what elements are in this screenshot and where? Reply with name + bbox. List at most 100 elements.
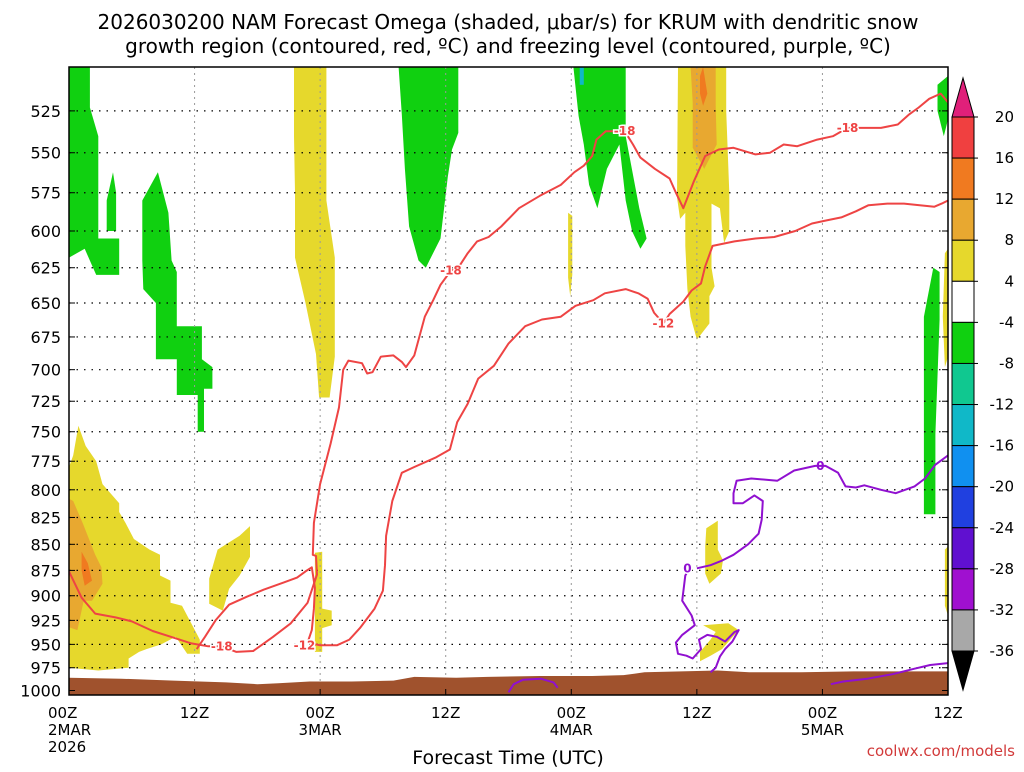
colorbar-tick-label-20: 20 xyxy=(995,108,1014,126)
colorbar-tick-label-8: 8 xyxy=(1004,231,1014,249)
omega-region-32 xyxy=(944,546,948,616)
omega-region-27 xyxy=(568,212,573,297)
y-tick-label-650: 650 xyxy=(30,294,61,313)
freezing-contour-1 xyxy=(696,454,948,570)
omega-region-29 xyxy=(705,520,723,584)
chart-title-line-1: 2026030200 NAM Forecast Omega (shaded, μ… xyxy=(98,10,919,34)
x-tick-label-0-0: 00Z xyxy=(48,704,77,722)
colorbar-tick-label-12: 12 xyxy=(995,190,1014,208)
y-tick-label-550: 550 xyxy=(30,144,61,163)
colorbar-bottom-triangle xyxy=(951,650,975,692)
colorbar-bin--4-to-4 xyxy=(951,280,975,323)
colorbar-tick-label--32: -32 xyxy=(990,601,1015,619)
colorbar-tick-label--20: -20 xyxy=(990,478,1015,496)
omega-region-2 xyxy=(142,172,213,432)
colorbar-tick-label--4: -4 xyxy=(999,313,1014,331)
dendritic-label-1-1: -12 xyxy=(653,317,675,331)
colorbar-bin--20-to--16 xyxy=(951,445,975,488)
colorbar: 20 16 12 8 4 -4 -8 -12 -16 -20 -24 -28 -32 -36 xyxy=(951,76,1015,692)
y-tick-label-850: 850 xyxy=(30,535,61,554)
y-tick-label-725: 725 xyxy=(30,392,61,411)
x-tick-label-0-2: 2026 xyxy=(48,738,86,756)
colorbar-bin-16-to-20 xyxy=(951,116,975,159)
colorbar-bin-12-to-16 xyxy=(951,157,975,200)
omega-region-24 xyxy=(69,425,200,671)
colorbar-bin--36-to--32 xyxy=(951,609,975,652)
x-tick-label-36-0: 12Z xyxy=(431,704,460,722)
x-axis-label: Forecast Time (UTC) xyxy=(412,747,603,768)
plot-frame xyxy=(68,66,949,696)
colorbar-tick-label--12: -12 xyxy=(990,396,1015,414)
colorbar-tick-label--24: -24 xyxy=(990,519,1015,537)
y-tick-label-675: 675 xyxy=(30,328,61,347)
omega-region-26 xyxy=(314,551,332,652)
y-tick-label-825: 825 xyxy=(30,508,61,527)
dendritic-label-0-3: -18 xyxy=(837,121,859,135)
freezing-contour-3 xyxy=(830,662,948,686)
x-tick-label-24-0: 00Z xyxy=(305,704,334,722)
y-tick-label-975: 975 xyxy=(30,659,61,678)
y-tick-label-700: 700 xyxy=(30,361,61,380)
x-tick-label-48-1: 4MAR xyxy=(550,721,593,739)
y-tick-label-600: 600 xyxy=(30,222,61,241)
freezing-label-0-0: 0 xyxy=(683,561,691,575)
omega-region-22 xyxy=(579,67,584,85)
dendritic-label-1-0: -12 xyxy=(294,638,316,652)
colorbar-top-triangle xyxy=(951,76,975,118)
omega-region-36 xyxy=(700,67,708,106)
dendritic-label-0-0: -18 xyxy=(211,639,233,653)
omega-region-19 xyxy=(573,67,647,249)
dendritic-contour--12-1 xyxy=(195,199,948,650)
x-tick-label-12-0: 12Z xyxy=(180,704,209,722)
y-tick-label-950: 950 xyxy=(30,635,61,654)
dendritic-contour--18-0 xyxy=(69,92,948,653)
colorbar-tick-label-4: 4 xyxy=(1004,272,1014,290)
omega-region-21 xyxy=(937,76,948,137)
colorbar-tick-label--16: -16 xyxy=(990,437,1015,455)
omega-region-0 xyxy=(69,67,120,275)
colorbar-bin--12-to--8 xyxy=(951,362,975,406)
y-tick-label-800: 800 xyxy=(30,481,61,500)
colorbar-tick-label--28: -28 xyxy=(990,560,1015,578)
x-tick-label-0-1: 2MAR xyxy=(48,721,91,739)
colorbar-bin-8-to-12 xyxy=(951,198,975,241)
freezing-contour-0 xyxy=(674,567,740,674)
omega-region-25 xyxy=(209,526,250,611)
y-tick-label-525: 525 xyxy=(30,102,61,121)
y-tick-label-625: 625 xyxy=(30,259,61,278)
colorbar-bin--32-to--28 xyxy=(951,568,975,611)
axes: 525 550 575 600 625 650 675 700 725 750 775 800 825 8… xyxy=(20,66,963,756)
y-tick-label-925: 925 xyxy=(30,611,61,630)
y-tick-label-1000: 1000 xyxy=(20,682,61,701)
x-tick-label-84-0: 12Z xyxy=(933,704,962,722)
chart-title-line-2: growth region (contoured, red, ºC) and f… xyxy=(125,34,891,58)
terrain-fill xyxy=(69,670,948,695)
x-tick-label-48-0: 00Z xyxy=(557,704,586,722)
dendritic-label-0-1: -18 xyxy=(440,264,462,278)
freezing-contour-2 xyxy=(507,677,559,693)
colorbar-bin--28-to--24 xyxy=(951,527,975,570)
x-tick-label-72-1: 5MAR xyxy=(801,721,844,739)
omega-region-30 xyxy=(700,623,739,662)
y-tick-label-575: 575 xyxy=(30,184,61,203)
omega-region-35 xyxy=(81,551,92,586)
omega-region-20 xyxy=(923,267,940,515)
colorbar-bin-4-to-8 xyxy=(951,239,975,282)
colorbar-bin--16-to--12 xyxy=(951,404,975,447)
x-tick-label-72-0: 00Z xyxy=(808,704,837,722)
y-tick-label-750: 750 xyxy=(30,423,61,442)
y-tick-label-775: 775 xyxy=(30,452,61,471)
x-tick-label-60-0: 12Z xyxy=(682,704,711,722)
colorbar-tick-label--8: -8 xyxy=(999,354,1014,372)
colorbar-tick-label-16: 16 xyxy=(995,149,1014,167)
omega-region-1 xyxy=(106,172,117,231)
y-tick-label-900: 900 xyxy=(30,587,61,606)
dendritic-label-0-2: -18 xyxy=(614,124,636,138)
credit-label[interactable]: coolwx.com/models xyxy=(867,742,1015,760)
colorbar-bin--24-to--20 xyxy=(951,486,975,529)
y-tick-label-875: 875 xyxy=(30,561,61,580)
